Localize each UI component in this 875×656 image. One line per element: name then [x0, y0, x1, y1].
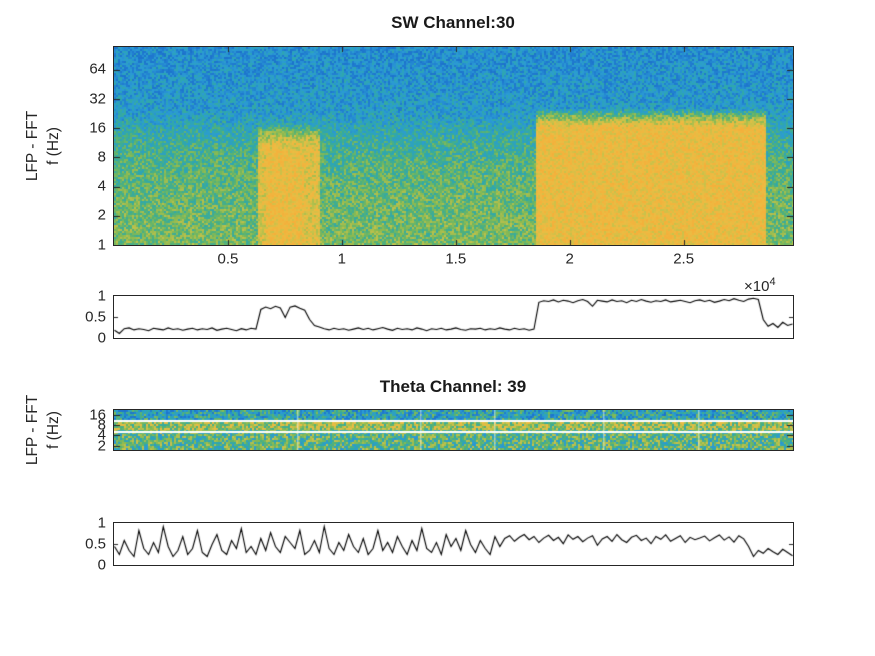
- theta-ratio-axes: [113, 522, 794, 566]
- theta-ratio-line-plot: [114, 523, 793, 565]
- theta-chart-title: Theta Channel: 39: [379, 377, 527, 396]
- sw-spectrogram-image: [114, 47, 793, 245]
- tick-label: 1: [97, 514, 106, 532]
- tick-label: 2: [97, 437, 106, 455]
- theta-spectrogram-axes: [113, 409, 794, 451]
- sw-chart-title: SW Channel:30: [391, 13, 515, 32]
- tick-label: 64: [89, 60, 106, 78]
- sw-ratio-axes: [113, 295, 794, 339]
- sw-y-axis-label-line1: LFP - FFT: [24, 110, 41, 182]
- sw-ratio-line-plot: [114, 296, 793, 338]
- theta-y-axis-label-line2: f (Hz): [45, 411, 62, 449]
- x-axis-exponent-label: ×104: [744, 276, 776, 295]
- tick-label: 0.5: [85, 308, 106, 326]
- tick-label: 0: [97, 329, 106, 347]
- tick-label: 4: [97, 426, 106, 444]
- tick-label: 0.5: [85, 535, 106, 553]
- tick-label: 2: [565, 250, 574, 268]
- tick-label: 1: [337, 250, 347, 268]
- tick-label: 2.5: [673, 250, 695, 268]
- tick-label: 1.5: [445, 250, 467, 268]
- tick-label: 4: [97, 177, 106, 195]
- tick-label: 16: [89, 119, 106, 137]
- tick-label: 2: [97, 206, 106, 224]
- tick-label: 1: [97, 287, 106, 305]
- theta-y-axis-label-line1: LFP - FFT: [24, 394, 41, 466]
- tick-label: 0.5: [217, 250, 239, 268]
- theta-spectrogram-image: [114, 410, 793, 450]
- x-axis-exponent-power: 4: [769, 276, 776, 288]
- tick-label: 0: [97, 556, 106, 574]
- tick-label: 8: [97, 148, 106, 166]
- sw-y-axis-label-line2: f (Hz): [45, 127, 62, 165]
- tick-label: 8: [97, 416, 106, 434]
- tick-label: 1: [97, 236, 106, 253]
- x-axis-exponent-base: ×10: [744, 278, 770, 295]
- theta-y-axis-label: LFP - FFT f (Hz): [22, 395, 64, 465]
- tick-label: 16: [89, 406, 106, 424]
- sw-spectrogram-axes: [113, 46, 794, 246]
- tick-label: 32: [89, 90, 106, 107]
- sw-y-axis-label: LFP - FFT f (Hz): [22, 111, 64, 181]
